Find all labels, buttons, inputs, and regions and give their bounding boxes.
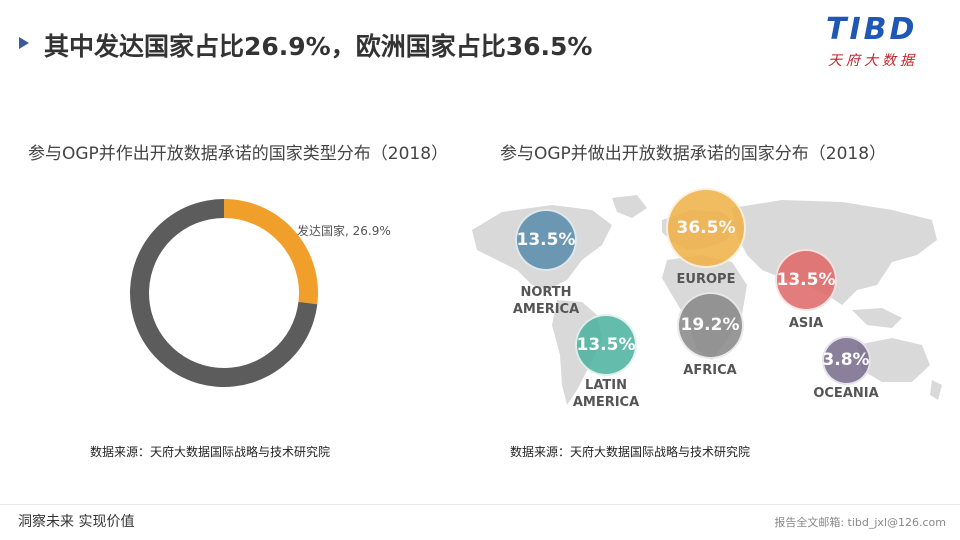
logo-subtitle: 天府大数据 (828, 53, 918, 69)
world-map-chart: 13.5% NORTH AMERICA 36.5% EUROPE 13.5% ASIA 13.… (462, 188, 950, 425)
headline-bullet-icon (19, 37, 29, 49)
map-source-note: 数据来源：天府大数据国际战略与技术研究院 (510, 445, 751, 459)
region-label-oceania: OCEANIA (813, 386, 879, 401)
footer-divider (0, 504, 960, 505)
tibd-logo: TIBD 天府大数据 (818, 12, 944, 72)
donut-slice-developed (224, 199, 318, 305)
headline: 其中发达国家占比26.9%，欧洲国家占比36.5% (44, 32, 593, 61)
donut-chart-title: 参与OGP并作出开放数据承诺的国家类型分布（2018） (28, 144, 449, 164)
region-bubble-africa: 19.2% (676, 291, 744, 359)
land-mass-7 (857, 338, 930, 382)
logo-wordmark: TIBD (826, 12, 918, 47)
region-label-asia: ASIA (788, 316, 824, 331)
footer-slogan: 洞察未来 实现价值 (18, 514, 135, 530)
donut-chart-svg (129, 199, 318, 387)
footer-contact: 报告全文邮箱: tibd_jxl@126.com (774, 516, 946, 529)
region-bubble-north-america: 13.5% (515, 209, 577, 271)
donut-chart (124, 193, 324, 393)
region-bubble-asia: 13.5% (775, 249, 837, 311)
region-label-europe: EUROPE (676, 272, 736, 287)
land-mass-8 (930, 380, 942, 400)
region-label-north-america: NORTH AMERICA (512, 285, 580, 317)
land-mass-5 (732, 200, 937, 305)
region-label-africa: AFRICA (683, 363, 737, 378)
region-bubble-latin-america: 13.5% (575, 314, 637, 376)
donut-data-label: 发达国家, 26.9% (297, 224, 391, 238)
land-mass-6 (852, 308, 902, 328)
land-mass-1 (612, 195, 647, 218)
region-bubble-oceania: 3.8% (821, 335, 871, 385)
region-bubble-europe: 36.5% (666, 188, 746, 268)
donut-source-note: 数据来源：天府大数据国际战略与技术研究院 (90, 445, 331, 459)
region-label-latin-america: LATIN AMERICA (572, 378, 640, 410)
map-chart-title: 参与OGP并做出开放数据承诺的国家分布（2018） (500, 144, 887, 164)
